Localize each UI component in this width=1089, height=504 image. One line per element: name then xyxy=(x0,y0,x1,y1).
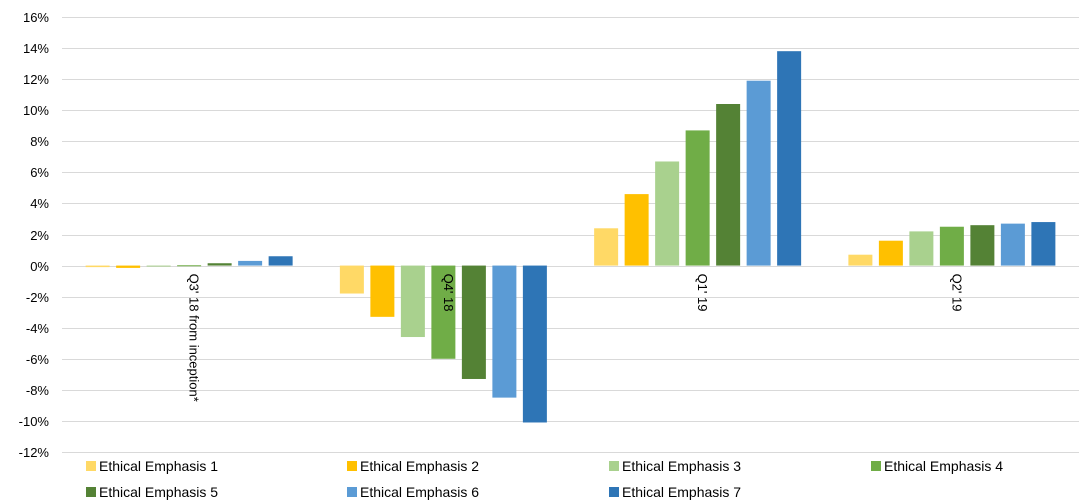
bar xyxy=(939,226,964,266)
bar xyxy=(878,240,903,266)
bar xyxy=(909,231,934,266)
y-tick-label: 8% xyxy=(30,134,49,149)
bar xyxy=(848,254,873,266)
legend-item: Ethical Emphasis 4 xyxy=(871,458,1003,474)
bars xyxy=(85,51,1056,423)
bar xyxy=(146,265,171,267)
y-tick-label: -10% xyxy=(19,414,50,429)
bar xyxy=(492,265,517,398)
category-label: Q4' 18 xyxy=(441,274,456,312)
legend-item: Ethical Emphasis 5 xyxy=(86,484,218,500)
legend-item: Ethical Emphasis 6 xyxy=(347,484,479,500)
bar xyxy=(624,194,649,266)
bar xyxy=(746,80,771,266)
bar xyxy=(970,225,995,266)
y-tick-label: -8% xyxy=(26,383,50,398)
category-label: Q3' 18 from inception* xyxy=(187,274,202,402)
legend-label: Ethical Emphasis 4 xyxy=(884,458,1003,474)
bar xyxy=(522,265,547,423)
legend-label: Ethical Emphasis 7 xyxy=(622,484,741,500)
y-tick-label: 2% xyxy=(30,228,49,243)
y-tick-label: 0% xyxy=(30,259,49,274)
legend-label: Ethical Emphasis 5 xyxy=(99,484,218,500)
gridlines xyxy=(62,17,1079,453)
legend-item: Ethical Emphasis 1 xyxy=(86,458,218,474)
y-tick-label: 10% xyxy=(23,103,49,118)
y-tick-label: -2% xyxy=(26,290,50,305)
legend-swatch xyxy=(86,487,96,497)
legend-label: Ethical Emphasis 6 xyxy=(360,484,479,500)
category-labels: Q3' 18 from inception* Q4' 18 Q1' 19 Q2' 19 xyxy=(187,274,965,402)
legend-swatch xyxy=(86,461,96,471)
legend-item: Ethical Emphasis 3 xyxy=(609,458,741,474)
bar xyxy=(594,228,619,266)
legend-swatch xyxy=(609,461,619,471)
legend-label: Ethical Emphasis 2 xyxy=(360,458,479,474)
bar xyxy=(400,265,425,338)
legend-swatch xyxy=(347,461,357,471)
y-tick-label: 16% xyxy=(23,10,49,25)
bar xyxy=(238,260,263,266)
bar xyxy=(777,51,802,266)
y-tick-label: -4% xyxy=(26,321,50,336)
bar xyxy=(1031,222,1056,266)
legend-item: Ethical Emphasis 7 xyxy=(609,484,741,500)
y-tick-label: 14% xyxy=(23,41,49,56)
category-label: Q1' 19 xyxy=(695,274,710,312)
bar xyxy=(177,265,202,267)
y-tick-label: 4% xyxy=(30,196,49,211)
bar xyxy=(461,265,486,379)
legend-label: Ethical Emphasis 1 xyxy=(99,458,218,474)
bar xyxy=(116,265,141,268)
legend-swatch xyxy=(609,487,619,497)
bar xyxy=(716,104,741,266)
bar xyxy=(370,265,395,317)
bar xyxy=(339,265,364,294)
legend-item: Ethical Emphasis 2 xyxy=(347,458,479,474)
y-tick-label: -12% xyxy=(19,445,50,460)
bar xyxy=(1000,223,1025,266)
bar xyxy=(655,161,680,266)
y-tick-label: -6% xyxy=(26,352,50,367)
bar xyxy=(207,263,232,266)
legend-swatch xyxy=(871,461,881,471)
legend-swatch xyxy=(347,487,357,497)
legend-label: Ethical Emphasis 3 xyxy=(622,458,741,474)
y-axis-ticks: 16% 14% 12% 10% 8% 6% 4% 2% 0% -2% -4% -6% -8% -10% -1… xyxy=(19,10,50,460)
y-tick-label: 6% xyxy=(30,165,49,180)
bar xyxy=(85,265,110,268)
bar xyxy=(685,130,710,266)
bar xyxy=(431,265,456,359)
bar xyxy=(268,256,293,266)
category-label: Q2' 19 xyxy=(949,274,964,312)
y-tick-label: 12% xyxy=(23,72,49,87)
legend: Ethical Emphasis 1 Ethical Emphasis 2 Ethi… xyxy=(86,458,1003,500)
